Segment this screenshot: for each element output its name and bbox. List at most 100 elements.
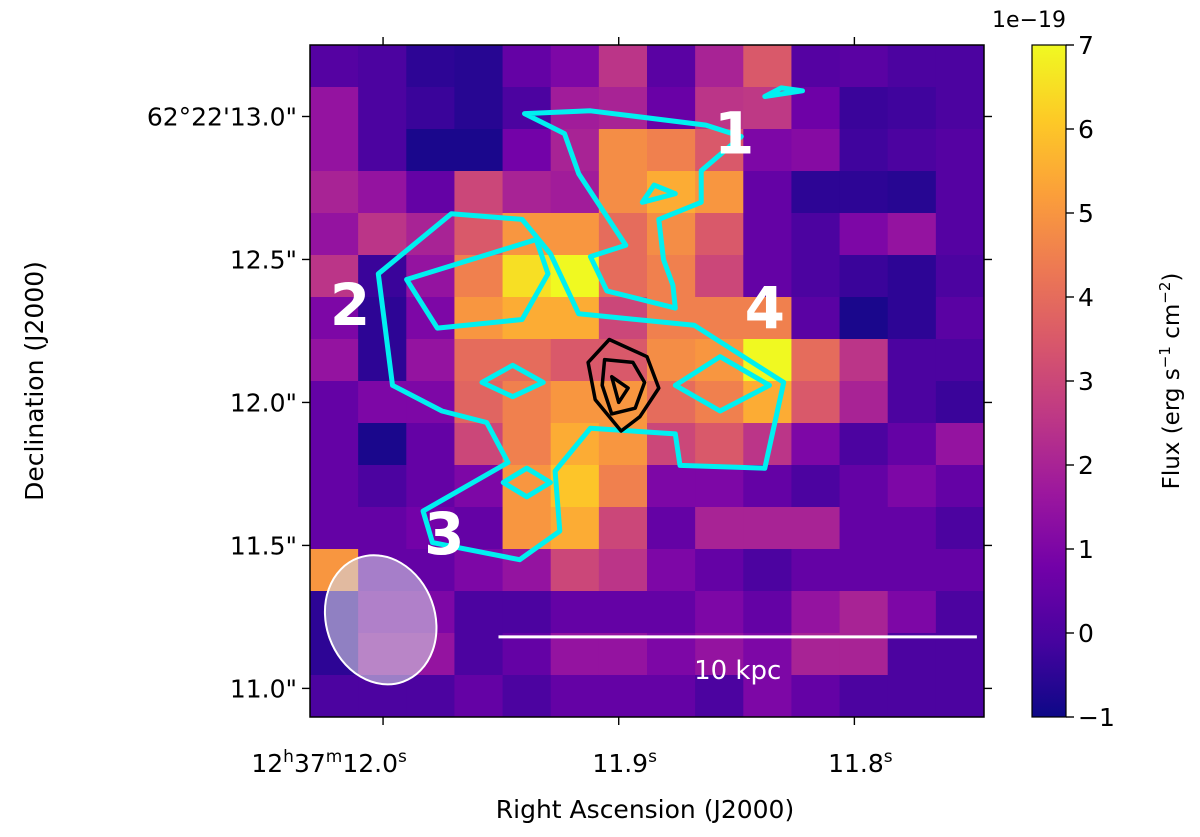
heatmap-cell [647, 675, 696, 717]
heatmap-cell [839, 255, 889, 298]
heatmap-cell [406, 129, 456, 172]
heatmap-cell [839, 297, 889, 340]
heatmap-cell [647, 45, 696, 88]
heatmap-cell [935, 171, 984, 214]
colorbar-tick-label: 6 [1078, 115, 1094, 144]
heatmap-cell [887, 675, 937, 717]
heatmap-cell [935, 507, 984, 550]
heatmap-cell [310, 339, 359, 382]
heatmap-cell [406, 87, 456, 130]
heatmap-cell [839, 633, 889, 676]
heatmap-cell [887, 87, 937, 130]
heatmap-cell [791, 381, 841, 424]
colorbar-tick-label: 1 [1078, 535, 1094, 564]
heatmap-cell [598, 129, 648, 172]
cyan-contour [375, 211, 787, 563]
colorbar-tick-label: 2 [1078, 451, 1094, 480]
heatmap-cell [550, 675, 600, 717]
axis-tick-labels: 12h37m12.0s 11.9s 11.8s 62°22'13.0" 12.5" 12.… [147, 103, 893, 779]
heatmap-cell [839, 675, 889, 717]
cyan-contour [639, 182, 678, 205]
heatmap-cell [310, 171, 359, 214]
heatmap-cell [887, 423, 937, 466]
heatmap-cell [598, 675, 648, 717]
heatmap-cell [791, 213, 841, 256]
heatmap-cell [310, 507, 359, 550]
heatmap-cell [887, 339, 937, 382]
heatmap-cell [454, 297, 504, 340]
heatmap-cell [598, 465, 648, 508]
heatmap-cell [791, 465, 841, 508]
heatmap-cell [839, 423, 889, 466]
heatmap-cell [695, 45, 744, 88]
heatmap-cell [695, 591, 744, 634]
heatmap-cell [358, 129, 407, 172]
heatmap-cell [935, 549, 984, 592]
black-contour [609, 374, 630, 405]
overlays: 10 kpc 1 2 3 4 [323, 85, 977, 686]
heatmap-cell [743, 129, 793, 172]
heatmap-cell [310, 255, 359, 298]
heatmap-cell [935, 45, 984, 88]
heatmap-cell [550, 633, 600, 676]
cyan-contour [479, 362, 546, 400]
heatmap-cell [406, 45, 456, 88]
colorbar-tick-label: 4 [1078, 283, 1094, 312]
heatmap-cell [310, 45, 359, 88]
heatmap-cell [839, 591, 889, 634]
heatmap-cell [839, 87, 889, 130]
heatmap-cell [935, 633, 984, 676]
heatmap-cell [695, 507, 744, 550]
heatmap-cell [887, 381, 937, 424]
heatmap-cell [743, 675, 793, 717]
heatmap-cell [695, 423, 744, 466]
heatmap-cell [502, 591, 552, 634]
heatmap-cell [791, 549, 841, 592]
heatmap-cell [647, 633, 696, 676]
heatmap-cell [839, 381, 889, 424]
heatmap-cell [839, 465, 889, 508]
heatmap-cell [743, 549, 793, 592]
heatmap-cell [887, 129, 937, 172]
heatmap-cell [791, 591, 841, 634]
heatmap-cell [935, 255, 984, 298]
heatmap-cell [454, 213, 504, 256]
heatmap-cell [358, 465, 407, 508]
heatmap-cell [791, 171, 841, 214]
cyan-contour [500, 465, 553, 500]
y-tick-label: 62°22'13.0" [147, 103, 297, 132]
heatmap-cell [454, 87, 504, 130]
region-label: 4 [745, 274, 785, 342]
heatmap-cell [647, 549, 696, 592]
heatmap-cell [502, 45, 552, 88]
heatmap-cell [935, 381, 984, 424]
heatmap-cell [887, 591, 937, 634]
heatmap-cell [647, 591, 696, 634]
heatmap-cell [598, 45, 648, 88]
heatmap-cell [695, 465, 744, 508]
heatmap-cell [310, 87, 359, 130]
colorbar-tick-label: 5 [1078, 199, 1094, 228]
heatmap-cell [502, 423, 552, 466]
y-axis-label: Declination (J2000) [20, 261, 49, 501]
heatmap-cell [839, 507, 889, 550]
heatmap-cell [695, 633, 744, 676]
heatmap-cell [791, 507, 841, 550]
heatmap-cell [598, 87, 648, 130]
heatmap-cell [502, 171, 552, 214]
heatmap-cell [406, 675, 456, 717]
region-label: 3 [424, 500, 464, 568]
colorbar-tick-label: 7 [1078, 31, 1094, 60]
heatmap-cell [695, 339, 744, 382]
heatmap-cell [406, 423, 456, 466]
heatmap-cell [647, 423, 696, 466]
heatmap-cell [502, 633, 552, 676]
heatmap-cell [839, 171, 889, 214]
cyan-contour [672, 354, 772, 414]
heatmap-cell [935, 675, 984, 717]
heatmap-cell [839, 45, 889, 88]
heatmap-cell [743, 213, 793, 256]
heatmap-cell [695, 255, 744, 298]
heatmap-cell [791, 45, 841, 88]
colorbar-ticks: 7 6 5 4 3 2 1 0 −1 [1066, 31, 1115, 732]
